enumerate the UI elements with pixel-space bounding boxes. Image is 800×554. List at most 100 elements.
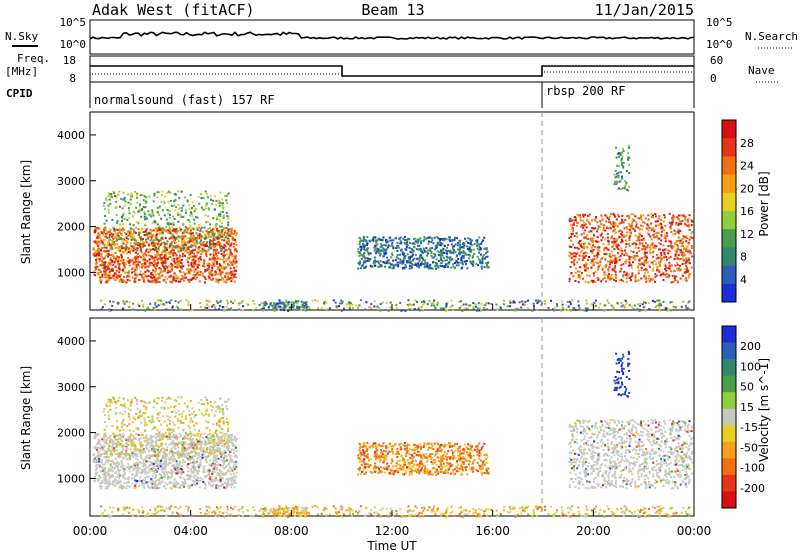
power-cell <box>152 261 154 263</box>
power-cell <box>423 301 426 304</box>
power-cell <box>663 214 666 217</box>
power-cell <box>271 304 274 307</box>
power-cell <box>479 248 482 251</box>
power-cell <box>578 214 581 217</box>
power-cell <box>201 250 204 253</box>
power-cell <box>213 244 216 247</box>
power-cell <box>420 261 423 264</box>
power-cell <box>123 262 126 265</box>
power-cell <box>260 302 263 305</box>
power-cell <box>182 222 185 225</box>
power-cell <box>480 265 483 268</box>
power-cell <box>627 189 630 192</box>
power-cell <box>390 256 393 259</box>
power-cell <box>435 267 437 270</box>
power-cell <box>604 247 606 249</box>
power-cell <box>657 232 660 235</box>
power-cell <box>441 249 444 252</box>
power-cell <box>126 252 128 255</box>
power-cell <box>650 213 653 216</box>
power-cell <box>649 235 652 238</box>
velocity-cell <box>185 433 188 436</box>
power-cell <box>213 233 216 235</box>
power-cell <box>158 225 161 228</box>
power-cell <box>515 308 518 311</box>
power-cell <box>651 242 654 245</box>
power-cell <box>111 238 114 241</box>
power-cell <box>478 245 481 248</box>
power-cell <box>168 237 171 240</box>
power-cell <box>594 227 597 230</box>
power-cell <box>476 255 479 258</box>
velocity-cell <box>148 460 150 463</box>
power-cell <box>109 247 112 250</box>
power-cell <box>103 264 106 267</box>
power-cell <box>685 250 688 253</box>
power-cell <box>569 217 572 220</box>
power-cell <box>104 266 107 269</box>
power-cell <box>100 255 103 258</box>
power-cell <box>365 249 368 252</box>
power-cell <box>210 229 212 232</box>
power-cell <box>148 195 151 198</box>
power-cell <box>662 273 665 276</box>
power-cell <box>588 221 591 224</box>
power-cell <box>156 299 159 302</box>
power-cell <box>144 258 147 261</box>
cpid-label: CPID <box>6 87 33 100</box>
power-cell <box>195 238 198 241</box>
power-cell <box>116 274 119 277</box>
power-cell <box>120 254 123 257</box>
power-cell <box>397 244 400 247</box>
power-cell <box>129 233 132 235</box>
power-cell <box>107 255 110 258</box>
power-cell <box>625 234 628 237</box>
power-cell <box>662 271 665 274</box>
power-cell <box>93 231 96 234</box>
power-cell <box>155 241 158 244</box>
power-cell <box>627 273 630 276</box>
power-cell <box>131 308 134 311</box>
power-cell <box>215 218 218 221</box>
power-cell <box>646 261 649 264</box>
power-cell <box>102 257 105 260</box>
power-cell <box>215 248 218 251</box>
power-cell <box>262 305 265 308</box>
power-cell <box>144 229 147 232</box>
power-cell <box>115 206 118 208</box>
power-cell <box>141 239 144 242</box>
power-cell <box>449 236 451 239</box>
power-cell <box>689 236 692 238</box>
power-cell <box>205 221 208 224</box>
power-cell <box>596 246 599 249</box>
power-cell <box>650 277 653 280</box>
power-cell <box>664 224 667 227</box>
power-cell <box>566 300 569 303</box>
power-cell <box>109 263 112 266</box>
power-cell <box>602 243 605 246</box>
power-cell <box>118 268 121 271</box>
velocity-cell <box>157 483 159 486</box>
power-cell <box>232 254 235 257</box>
power-cell <box>417 244 419 247</box>
power-cell <box>123 302 126 305</box>
power-cell <box>155 305 158 308</box>
power-cell <box>124 263 127 266</box>
power-cell <box>140 274 143 277</box>
power-cell <box>121 269 124 272</box>
power-cell <box>606 225 609 228</box>
power-cell <box>568 220 571 223</box>
power-cell <box>168 302 171 304</box>
power-cell <box>645 242 648 245</box>
power-cell <box>444 265 447 268</box>
power-cell <box>574 216 577 219</box>
power-cell <box>94 241 97 244</box>
power-cell <box>128 259 131 262</box>
velocity-cell <box>210 435 212 438</box>
power-cell <box>656 254 658 257</box>
power-cell <box>141 238 144 240</box>
power-cell <box>403 267 406 270</box>
power-cell <box>407 308 410 311</box>
power-cell <box>690 252 693 255</box>
power-cell <box>639 234 642 237</box>
